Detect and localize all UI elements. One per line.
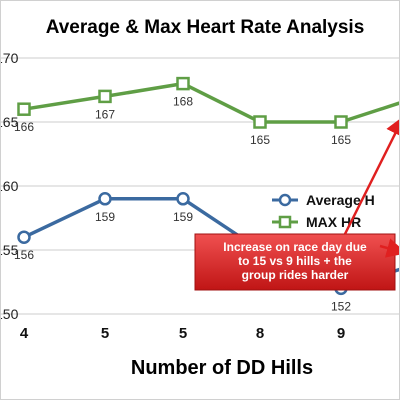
legend-label-avg: Average H — [306, 192, 375, 208]
data-label-max: 168 — [173, 95, 193, 109]
callout-arrow-right — [379, 238, 400, 258]
data-label-avg: 152 — [331, 299, 351, 313]
data-point-avg — [17, 230, 31, 244]
callout-text-line: Increase on race day due — [223, 240, 367, 254]
callout-text-line: group rides harder — [242, 268, 349, 282]
x-axis-label: Number of DD Hills — [131, 357, 313, 379]
data-label-avg: 156 — [14, 248, 34, 262]
y-tick-label: 165 — [0, 114, 19, 130]
x-tick-label: 5 — [179, 325, 187, 342]
legend-marker-avg — [278, 193, 292, 207]
data-point-max — [334, 115, 348, 129]
callout-box — [194, 233, 396, 291]
data-label-avg: 159 — [173, 210, 193, 224]
y-tick-label: 150 — [0, 306, 19, 322]
data-point-max — [253, 115, 267, 129]
data-label-max: 167 — [95, 107, 115, 121]
data-point-max — [17, 102, 31, 116]
data-point-max — [98, 89, 112, 104]
callout-arrow-up — [343, 115, 400, 235]
x-tick-labels: 4 5 5 8 9 — [20, 325, 345, 342]
x-tick-label: 4 — [20, 325, 29, 342]
data-point-avg — [176, 192, 190, 206]
callout-text-line: to 15 vs 9 hills + the — [238, 254, 352, 268]
data-label-avg: 159 — [95, 210, 115, 224]
chart-title: Average & Max Heart Rate Analysis — [46, 17, 365, 38]
y-tick-labels: 150 155 160 165 170 — [0, 50, 19, 322]
data-point-max — [176, 76, 190, 91]
x-tick-label: 5 — [101, 325, 109, 342]
y-tick-label: 155 — [0, 242, 19, 258]
x-tick-label: 9 — [337, 325, 345, 342]
legend: Average H MAX HR — [272, 192, 375, 230]
series-line-max — [23, 81, 400, 124]
x-tick-label: 8 — [256, 325, 264, 342]
data-point-avg — [98, 192, 112, 206]
y-tick-label: 160 — [0, 178, 19, 194]
y-tick-label: 170 — [0, 50, 19, 66]
legend-marker-max — [278, 215, 292, 229]
data-label-max: 166 — [14, 120, 34, 134]
legend-label-max: MAX HR — [306, 214, 361, 230]
data-label-max: 165 — [331, 133, 351, 147]
data-label-max: 165 — [250, 133, 270, 147]
